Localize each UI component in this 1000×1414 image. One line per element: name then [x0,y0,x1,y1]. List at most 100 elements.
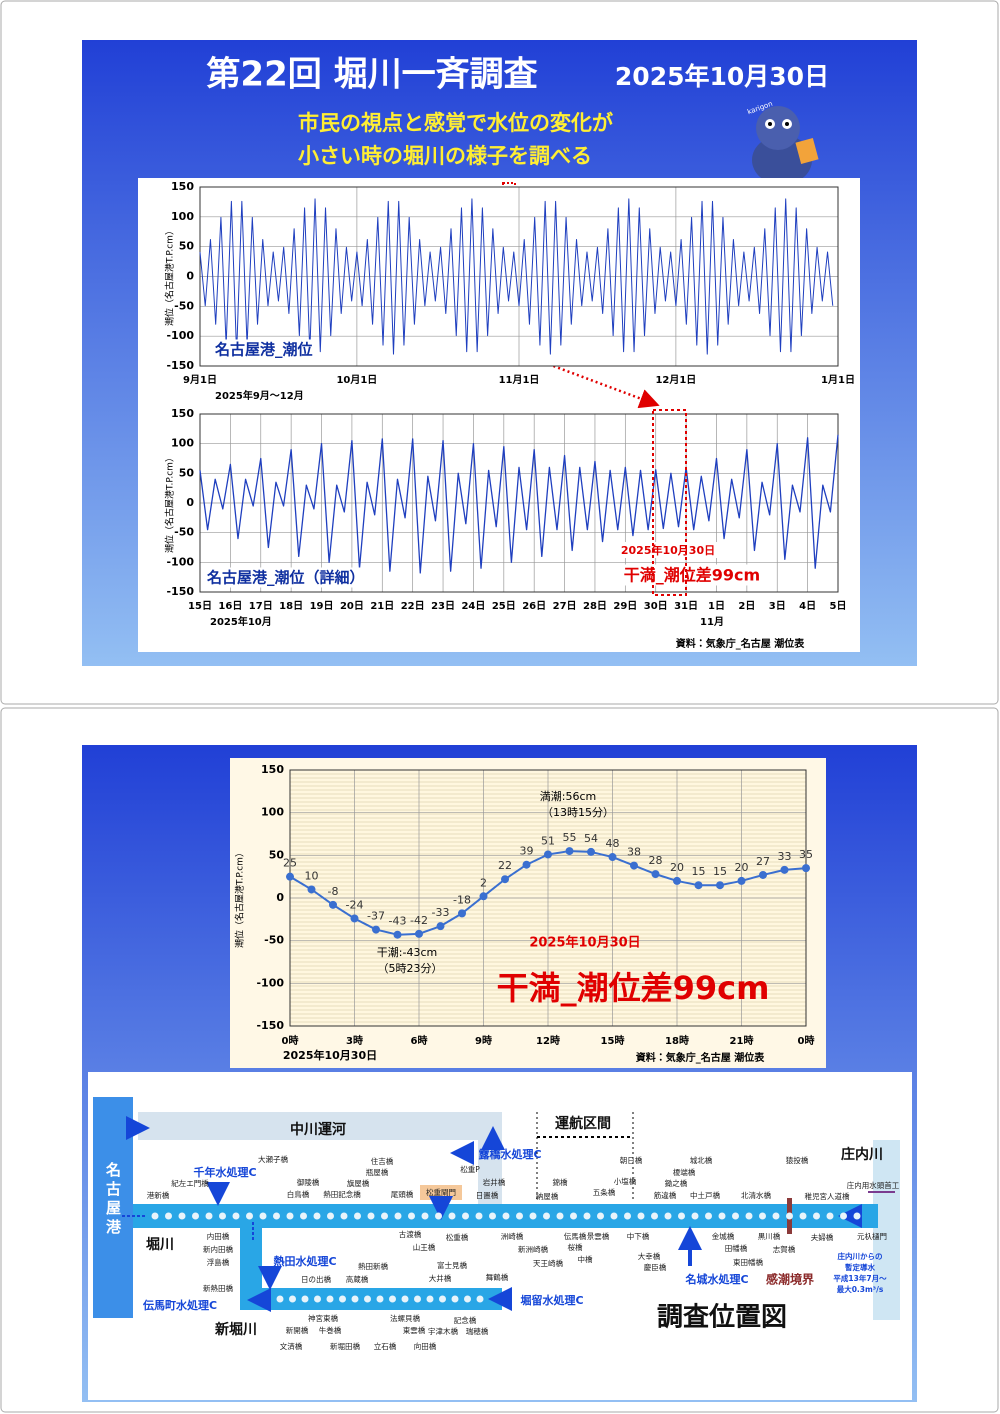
tide-line [199,198,834,355]
map-label: 熱田水処理C [273,1254,336,1268]
tide-point [329,900,337,909]
x-tick-label: 17日 [249,600,273,612]
x-tick-label: 16日 [218,600,242,612]
annotation: 満潮:56cm [540,789,596,803]
x-tick-label: 22日 [401,600,425,612]
x-tick-label: 20日 [340,600,364,612]
map-label: 小塩橋 [614,1176,637,1186]
map-label: 立石橋 [374,1341,397,1351]
river-point [273,1212,280,1220]
map-label: 白鳥橋 [287,1189,310,1199]
tide-point [436,922,445,931]
river-point [205,1212,213,1220]
tide-point [802,864,810,873]
annotation: 2025年10月30日 [529,935,640,951]
annotation-background [211,339,316,360]
data-label: 28 [649,854,663,867]
map-label: 大幸橋 [638,1251,661,1261]
chart: 150 100 50 0 -50 -100 -150 0時 3時 6時 9時 12時 15時 18時 21時… [234,763,815,1064]
annotation: 干満_潮位差99cm [624,566,760,585]
river-point [718,1212,726,1220]
y-tick-label: -50 [174,299,194,312]
data-label: 33 [778,850,792,863]
x-tick-label: 18日 [279,600,303,612]
map-label: 千年水処理C [193,1165,256,1179]
map-label: 神宮東橋 [308,1313,338,1323]
map-label: 富士見橋 [437,1260,467,1270]
y-tick-label: 0 [276,891,284,904]
map-label: 熱田新橋 [358,1261,388,1271]
map-label: 松重閘門 [426,1187,456,1197]
annotation: 2025年10月30日 [621,543,715,557]
river-point [327,1212,334,1220]
river-point [408,1212,415,1220]
river-point [401,1295,409,1303]
river-point [165,1212,172,1220]
map-label: 向田橋 [414,1341,437,1351]
data-label: -8 [328,885,339,898]
river-point [286,1212,294,1220]
data-label: -24 [346,898,364,911]
tide-point [608,853,617,862]
map-label: 熱田記念橋 [323,1189,361,1199]
river-point [678,1212,685,1220]
map-label: 平成13年7月～ [833,1273,887,1283]
map-label: 榎端橋 [673,1167,696,1177]
river-point [439,1295,446,1303]
river-point [364,1295,371,1303]
y-tick-label: -50 [174,526,194,539]
map-label: 最大0.3m³/s [837,1284,884,1294]
river-point [389,1295,396,1303]
river-point [314,1295,321,1303]
map-label: 慶臣橋 [644,1262,667,1272]
y-tick-label: 50 [179,240,195,253]
map-label: 感潮境界 [766,1272,814,1287]
river-point [426,1295,434,1303]
map-label: 北清水橋 [741,1190,771,1200]
river-point [219,1212,226,1220]
map-label: 宇津木橋 [428,1326,458,1336]
river-point [732,1212,739,1220]
river-point [246,1212,253,1220]
y-tick-label: 0 [186,496,194,509]
y-tick-label: 0 [186,270,194,283]
river-point [570,1212,577,1220]
annotation: 干潮:-43cm [377,945,437,959]
river-point [610,1212,618,1220]
river-point [394,1212,402,1220]
tide-point [286,872,294,881]
map-label: 稚児宮人道橋 [805,1191,850,1201]
y-tick-label: 150 [261,763,284,776]
map-label: 朝日橋 [620,1155,643,1165]
x-tick-label: 4日 [799,600,816,612]
x-tick-label: 1日 [708,600,725,612]
river-point [178,1212,186,1220]
map-label: 御陵橋 [297,1177,320,1187]
map-label: 日の出橋 [301,1274,331,1284]
plot-frame [289,769,807,1027]
x-tick-label: 25日 [492,600,516,612]
annotation: 2025年9月～12月 [215,389,304,402]
river-point [502,1212,510,1220]
river-point [475,1212,483,1220]
map-label: 舞鶴橋 [486,1272,509,1282]
river-point [339,1295,346,1303]
river-point [414,1295,421,1303]
x-tick-label: 12月1日 [655,374,696,386]
map-label: 記念橋 [454,1315,477,1325]
map-label: 中川運河 [290,1121,346,1138]
tide-point [350,914,359,923]
map-label: 旗屋橋 [347,1178,370,1188]
map-label: 田幡橋 [725,1243,748,1253]
data-label: 51 [541,834,555,847]
annotation: 名古屋港_潮位 [214,341,313,359]
tide-point [307,885,316,894]
x-tick-label: 21日 [370,600,394,612]
tide-point [587,847,595,856]
y-tick-label: 50 [269,848,285,861]
x-tick-label: 1月1日 [821,374,855,386]
map-label: 高蔵橋 [346,1274,369,1284]
highlight-box [502,182,516,365]
map-label: 鋤之橋 [665,1178,688,1188]
